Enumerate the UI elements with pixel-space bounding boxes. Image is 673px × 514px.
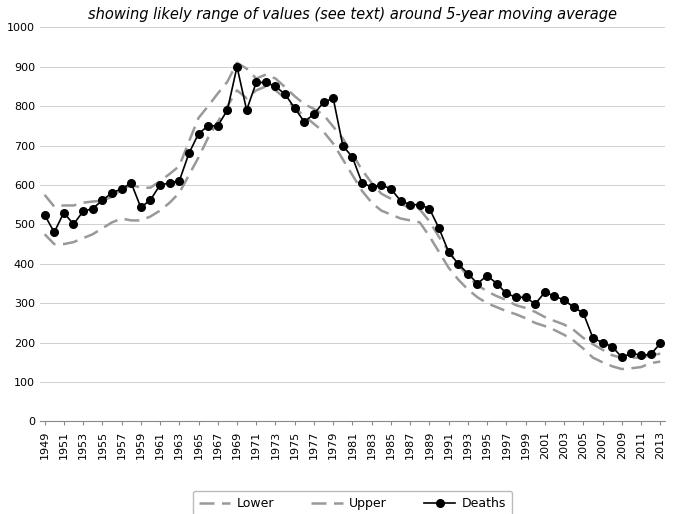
- Title: showing likely range of values (see text) around 5-year moving average: showing likely range of values (see text…: [88, 7, 617, 22]
- Legend: Lower, Upper, Deaths: Lower, Upper, Deaths: [192, 491, 512, 514]
